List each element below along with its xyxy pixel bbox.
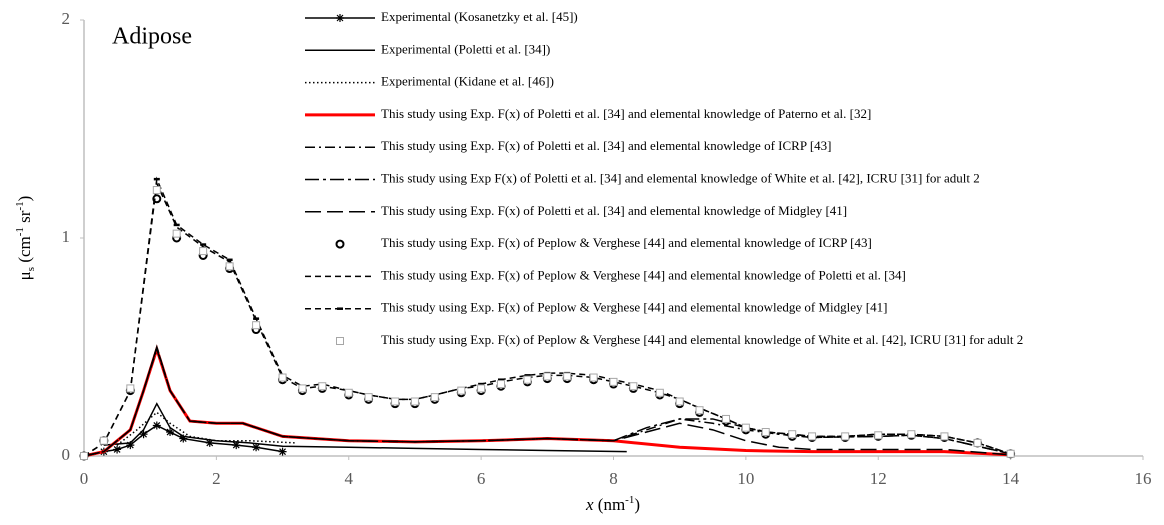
point — [152, 186, 161, 195]
x-tick-label: 14 — [1002, 469, 1020, 488]
point — [410, 397, 419, 406]
series-line — [103, 402, 627, 453]
point — [152, 421, 161, 430]
point — [80, 452, 88, 460]
legend-label: This study using Exp. F(x) of Peplow & V… — [381, 332, 1023, 347]
legend-label: Experimental (Poletti et al. [34]) — [381, 41, 550, 56]
point — [457, 386, 466, 395]
legend-label: Experimental (Kidane et al. [46]) — [381, 74, 554, 89]
x-tick-label: 10 — [737, 469, 754, 488]
x-tick-label: 8 — [609, 469, 618, 488]
point — [166, 428, 175, 437]
point — [113, 445, 122, 454]
x-tick-label: 0 — [80, 469, 89, 488]
legend-label: This study using Exp. F(x) of Peplow & V… — [381, 300, 887, 315]
legend-marker — [336, 337, 344, 345]
point — [477, 384, 486, 393]
point — [232, 441, 241, 450]
point — [675, 397, 684, 406]
point — [252, 443, 261, 452]
point — [430, 393, 439, 402]
y-axis-label: μs (cm-1 sr-1) — [14, 196, 37, 281]
y-tick-label: 0 — [62, 445, 71, 464]
point — [496, 380, 505, 389]
point — [940, 432, 949, 441]
legend-label: This study using Exp. F(x) of Peplow & V… — [381, 235, 872, 250]
point — [543, 372, 552, 381]
x-tick-label: 6 — [477, 469, 486, 488]
point — [344, 388, 353, 397]
point — [609, 377, 618, 386]
point — [179, 434, 188, 443]
y-axis-label-part: -1 — [14, 201, 26, 210]
point — [139, 430, 148, 439]
annotation: Adipose — [112, 24, 192, 50]
point — [722, 414, 731, 423]
point — [391, 397, 400, 406]
legend-label: Experimental (Kosanetzky et al. [45]) — [381, 9, 578, 24]
y-axis-label-part: -1 — [14, 227, 26, 236]
point — [523, 375, 532, 384]
series-line — [116, 411, 296, 446]
point — [318, 382, 327, 391]
point — [1006, 449, 1015, 458]
point — [695, 406, 704, 415]
x-axis-label-part: -1 — [625, 494, 634, 506]
point — [655, 388, 664, 397]
point — [907, 430, 916, 439]
point — [364, 393, 373, 402]
point — [278, 447, 287, 456]
legend-label: This study using Exp. F(x) of Poletti et… — [381, 138, 831, 153]
y-axis-label-part: sr — [15, 210, 34, 227]
point — [874, 431, 883, 440]
x-axis-label-part: ) — [634, 495, 640, 514]
point — [199, 247, 208, 256]
y-axis-label-part: s — [25, 267, 37, 271]
x-axis-label-part: x — [585, 495, 594, 514]
point — [252, 321, 261, 330]
x-axis-label-part: (nm — [594, 495, 626, 514]
point — [298, 384, 307, 393]
x-axis-label: x (nm-1) — [585, 494, 640, 514]
point — [973, 438, 982, 447]
legend-marker — [335, 239, 345, 249]
series-line — [83, 344, 1011, 458]
point — [788, 430, 797, 439]
series-line — [83, 344, 1011, 457]
legend-label: This study using Exp. F(x) of Poletti et… — [381, 203, 847, 218]
series-line — [83, 180, 1011, 457]
point — [225, 262, 234, 271]
point — [99, 436, 108, 445]
x-tick-label: 4 — [345, 469, 354, 488]
legend-label: This study using Exp. F(x) of Poletti et… — [381, 106, 871, 121]
x-tick-label: 12 — [870, 469, 887, 488]
point — [126, 441, 135, 450]
legend-label: This study using Exp. F(x) of Peplow & V… — [381, 267, 906, 282]
y-axis-label-part: ) — [15, 196, 34, 202]
series-line — [83, 176, 1011, 457]
point — [741, 423, 750, 432]
point — [629, 382, 638, 391]
y-axis-label-part: μ — [15, 271, 34, 280]
x-tick-label: 2 — [212, 469, 221, 488]
point — [205, 438, 214, 447]
y-axis-label-part: (cm — [15, 236, 34, 267]
point — [563, 372, 572, 381]
y-tick-label: 2 — [62, 9, 71, 28]
point — [761, 428, 770, 437]
point — [841, 432, 850, 441]
x-tick-label: 16 — [1135, 469, 1152, 488]
point — [589, 373, 598, 382]
y-tick-label: 1 — [62, 227, 71, 246]
point — [278, 373, 287, 382]
legend-label: This study using Exp F(x) of Poletti et … — [381, 170, 980, 185]
point — [808, 432, 817, 441]
point — [126, 384, 135, 393]
legend-marker — [336, 14, 344, 22]
point — [172, 229, 181, 238]
